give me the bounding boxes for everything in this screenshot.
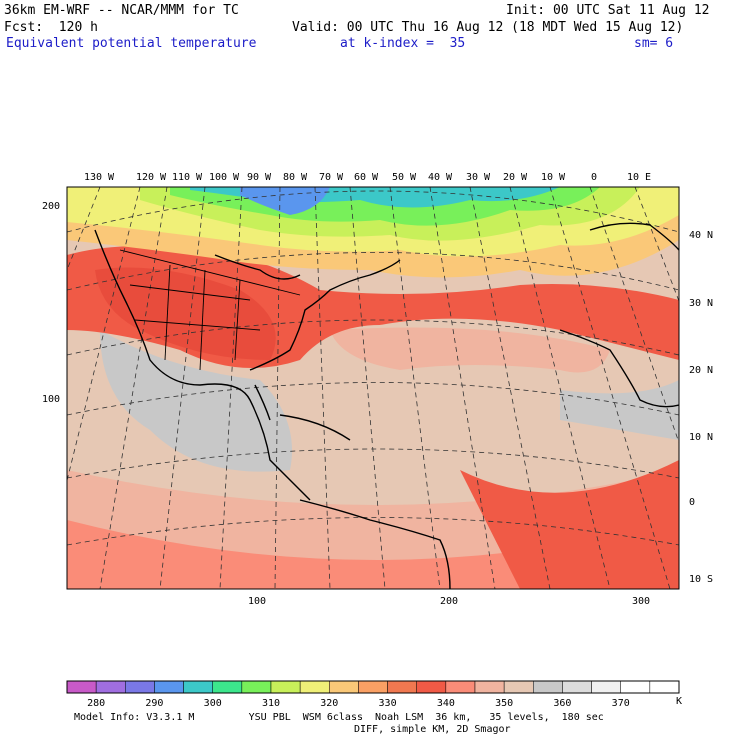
- colorbar-swatch: [533, 680, 563, 694]
- east-atlantic-warm: [460, 460, 679, 589]
- lon-label: 30 W: [466, 172, 491, 183]
- hudson-bay-blue: [240, 187, 330, 215]
- lon-label: 60 W: [354, 172, 379, 183]
- political-borders: [119, 249, 301, 371]
- colorbar-swatch: [95, 680, 126, 694]
- colorbar-swatch: [474, 680, 505, 694]
- graticule: [67, 187, 679, 589]
- colorbar-swatch: [416, 680, 447, 694]
- colorbar-frame: [66, 680, 680, 694]
- colorbar-label: 300: [204, 698, 222, 709]
- model-title: 36km EM-WRF -- NCAR/MMM for TC: [4, 3, 239, 18]
- gray-zone-mexico: [100, 330, 292, 472]
- gray-zone-africa: [560, 380, 679, 440]
- lon-label: 40 W: [428, 172, 453, 183]
- colorbar-label: 320: [320, 698, 338, 709]
- lon-label: 10 W: [541, 172, 566, 183]
- map-panel: [67, 187, 679, 589]
- grid-y-label: 200: [42, 201, 60, 212]
- lat-label: 10 N: [689, 432, 713, 443]
- colorbar-label: 370: [612, 698, 630, 709]
- grid-x-label: 100: [248, 596, 266, 607]
- colorbar-swatch: [299, 680, 330, 694]
- colorbar-swatch: [270, 680, 301, 694]
- mid-atlantic-light: [330, 327, 610, 373]
- lat-label: 0: [689, 497, 695, 508]
- coastlines: [94, 222, 679, 589]
- lon-label: 20 W: [503, 172, 528, 183]
- k-index: at k-index = 35: [340, 36, 466, 51]
- colorbar-label: 290: [145, 698, 163, 709]
- colorbar-swatch: [649, 680, 680, 694]
- colorbar-swatch: [620, 680, 651, 694]
- valid-time: Valid: 00 UTC Thu 16 Aug 12 (18 MDT Wed …: [292, 20, 684, 35]
- lon-label: 70 W: [319, 172, 344, 183]
- colorbar-label: 360: [553, 698, 571, 709]
- grid-y-label: 100: [42, 394, 60, 405]
- us-hot-core: [95, 267, 276, 360]
- latitude-labels: 40 N 30 N 20 N 10 N 0 10 S: [689, 230, 713, 585]
- longitude-labels: 130 W 120 W 110 W 100 W 90 W 80 W 70 W 60 W 50 W…: [84, 172, 651, 183]
- colorbar-swatch: [66, 680, 97, 694]
- colorbar-swatch: [503, 680, 534, 694]
- field-name: Equivalent potential temperature: [6, 36, 257, 51]
- forecast-hour: Fcst: 120 h: [4, 20, 98, 35]
- colorbar-label: 350: [495, 698, 513, 709]
- colorbar-swatch: [445, 680, 476, 694]
- lon-label: 10 E: [627, 172, 651, 183]
- lat-label: 40 N: [689, 230, 713, 241]
- smoothing: sm= 6: [634, 36, 674, 51]
- lon-label: 110 W: [172, 172, 203, 183]
- map-frame: [66, 186, 680, 590]
- colorbar-unit: K: [676, 696, 682, 707]
- model-info: Model Info: V3.3.1 M YSU PBL WSM 6class …: [74, 712, 604, 723]
- grid-index-labels: 200 100 100 200 300: [42, 201, 650, 607]
- model-physics: DIFF, simple KM, 2D Smagor: [354, 724, 511, 735]
- lon-label: 0: [591, 172, 597, 183]
- colorbar-swatch: [212, 680, 243, 694]
- colorbar-label: 330: [379, 698, 397, 709]
- colorbar-swatch: [154, 680, 184, 694]
- colorbar: [66, 680, 680, 694]
- colorbar-swatch: [241, 680, 272, 694]
- colorbar-label: 340: [437, 698, 455, 709]
- lon-label: 130 W: [84, 172, 115, 183]
- colorbar-swatch: [387, 680, 417, 694]
- colorbar-swatch: [562, 680, 592, 694]
- lat-label: 10 S: [689, 574, 713, 585]
- colorbar-label: 280: [87, 698, 105, 709]
- colorbar-label: 310: [262, 698, 280, 709]
- colorbar-swatch: [183, 680, 213, 694]
- grid-x-label: 200: [440, 596, 458, 607]
- lon-label: 120 W: [136, 172, 167, 183]
- grid-x-label: 300: [632, 596, 650, 607]
- colorbar-swatch: [329, 680, 359, 694]
- colorbar-labels: 280 290 300 310 320 330 340 350 360 370: [87, 698, 630, 709]
- lon-label: 80 W: [283, 172, 308, 183]
- lat-label: 30 N: [689, 298, 713, 309]
- lat-label: 20 N: [689, 365, 713, 376]
- colorbar-swatch: [125, 680, 155, 694]
- init-time: Init: 00 UTC Sat 11 Aug 12: [506, 3, 710, 18]
- lon-label: 90 W: [247, 172, 272, 183]
- lon-label: 50 W: [392, 172, 417, 183]
- colorbar-swatch: [591, 680, 621, 694]
- colorbar-swatch: [358, 680, 388, 694]
- lon-label: 100 W: [209, 172, 240, 183]
